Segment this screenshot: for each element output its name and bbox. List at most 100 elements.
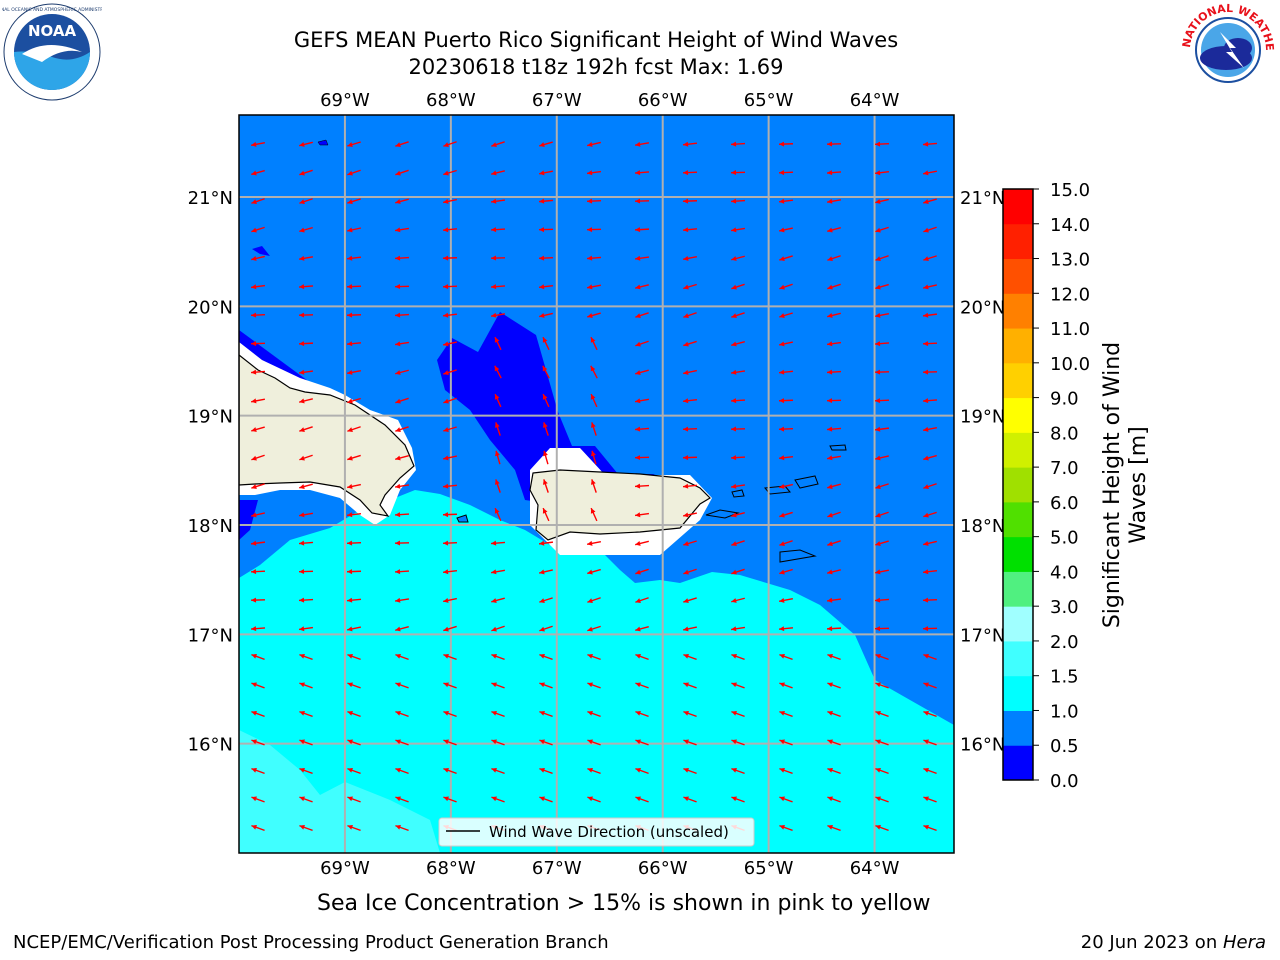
wave-arrow xyxy=(683,369,697,375)
colorbar-tick-label: 1.0 xyxy=(1050,701,1079,722)
wave-arrow xyxy=(443,426,457,432)
wave-arrow xyxy=(923,511,937,518)
wave-arrow xyxy=(923,767,937,775)
wave-arrow xyxy=(394,540,410,546)
wave-arrow xyxy=(299,824,313,832)
wave-arrow xyxy=(875,540,889,546)
wave-arrow xyxy=(491,682,505,689)
lon-label-top: 69°W xyxy=(320,90,370,111)
wave-arrow xyxy=(298,312,314,318)
wave-arrow xyxy=(586,284,602,290)
wave-arrow xyxy=(826,626,842,632)
wave-arrow xyxy=(347,626,361,632)
wave-arrow xyxy=(538,284,554,290)
wave-arrow xyxy=(491,796,505,803)
wave-arrow xyxy=(346,341,362,347)
wave-arrow xyxy=(442,255,458,261)
wave-arrow xyxy=(875,455,889,461)
wave-arrow xyxy=(539,312,553,318)
colorbar-tick-label: 1.5 xyxy=(1050,667,1079,688)
wave-arrow xyxy=(591,450,597,465)
wave-arrow xyxy=(827,682,841,689)
wave-arrow xyxy=(731,568,745,575)
wave-arrow xyxy=(587,568,601,575)
lon-label-top: 68°W xyxy=(426,90,476,111)
lat-label-right: 19°N xyxy=(960,407,1005,428)
wave-arrow xyxy=(634,483,650,489)
wave-arrow xyxy=(635,625,649,632)
wave-arrow xyxy=(634,512,650,518)
wave-arrow xyxy=(299,454,313,461)
wave-arrow xyxy=(731,853,744,858)
wave-arrow xyxy=(827,796,841,803)
wave-arrow xyxy=(923,739,937,746)
wave-arrow xyxy=(538,255,554,261)
wave-arrow xyxy=(587,653,601,661)
footer-credit: NCEP/EMC/Verification Post Processing Pr… xyxy=(13,932,609,953)
wave-arrow xyxy=(586,198,602,204)
wave-arrow xyxy=(683,540,697,546)
wave-arrow xyxy=(827,540,841,546)
wave-arrow xyxy=(779,739,793,746)
wave-arrow xyxy=(394,483,410,489)
wave-arrow xyxy=(779,710,793,718)
wave-arrow xyxy=(491,597,505,603)
wave-arrow xyxy=(683,739,697,746)
wave-arrow xyxy=(731,597,745,603)
wave-arrow xyxy=(443,767,457,775)
colorbar-swatch xyxy=(1003,640,1033,677)
wave-arrow xyxy=(875,682,889,689)
wave-arrow xyxy=(587,739,601,746)
wave-arrow xyxy=(542,479,549,493)
wave-arrow xyxy=(299,767,313,775)
wave-arrow xyxy=(635,597,649,604)
wave-arrow xyxy=(298,255,314,261)
wave-arrow xyxy=(347,824,361,832)
wave-arrow xyxy=(779,511,793,518)
wave-arrow xyxy=(394,569,410,575)
sea-ice-note: Sea Ice Concentration > 15% is shown in … xyxy=(317,891,931,916)
wave-arrow xyxy=(635,568,649,575)
wave-arrow xyxy=(634,426,650,432)
wave-arrow xyxy=(442,284,458,290)
wave-arrow xyxy=(922,398,938,404)
wave-arrow xyxy=(682,198,698,204)
wave-arrow xyxy=(635,682,649,689)
wave-arrow xyxy=(635,369,649,375)
wave-arrow xyxy=(587,710,601,718)
wave-arrow xyxy=(251,767,265,775)
lon-label-bottom: 66°W xyxy=(638,858,688,879)
colorbar-swatch xyxy=(1003,362,1033,399)
wave-arrow xyxy=(587,312,601,318)
colorbar-swatch xyxy=(1003,397,1033,433)
wave-arrow xyxy=(542,422,549,436)
wave-arrow xyxy=(346,540,362,546)
wave-arrow xyxy=(731,682,745,689)
colorbar-tick-label: 12.0 xyxy=(1050,284,1090,305)
wave-arrow xyxy=(587,597,601,604)
lat-label-right: 21°N xyxy=(960,188,1005,209)
wave-arrow xyxy=(635,653,649,661)
wave-arrow xyxy=(542,365,550,379)
lon-label-top: 64°W xyxy=(850,90,900,111)
wave-arrow xyxy=(826,398,842,404)
wave-arrow xyxy=(730,626,746,632)
map-plot-area xyxy=(239,115,954,858)
wave-arrow xyxy=(587,141,601,147)
wave-arrow xyxy=(779,767,793,775)
wave-arrow xyxy=(635,767,649,775)
wave-arrow xyxy=(543,450,549,465)
wave-arrow xyxy=(490,227,506,233)
wave-arrow xyxy=(298,569,314,575)
lat-label-left: 19°N xyxy=(188,407,233,428)
wave-arrow xyxy=(442,455,458,461)
wave-arrow xyxy=(635,312,649,318)
wave-arrow xyxy=(875,198,889,204)
wave-arrow xyxy=(778,455,794,461)
wave-arrow xyxy=(922,597,938,603)
wave-arrow xyxy=(827,824,841,832)
wind-wave-direction-arrows xyxy=(250,141,938,858)
wave-arrow xyxy=(538,198,554,204)
wave-arrow xyxy=(251,255,265,261)
colorbar-tick-label: 15.0 xyxy=(1050,180,1090,201)
